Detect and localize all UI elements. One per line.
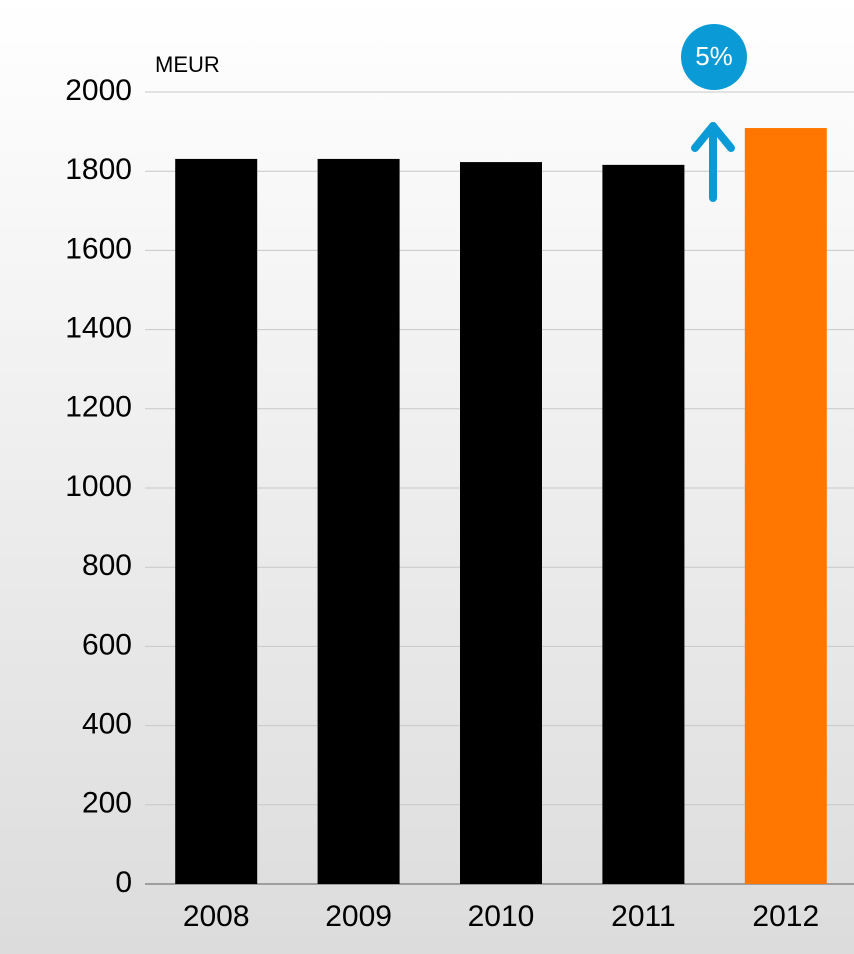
annotation-text: 5% <box>695 41 733 71</box>
x-tick-label: 2011 <box>611 900 676 933</box>
x-tick-label: 2012 <box>752 900 819 933</box>
bar <box>317 158 400 884</box>
unit-label: MEUR <box>155 52 220 77</box>
y-tick-label: 1800 <box>65 153 132 186</box>
y-tick-label: 1000 <box>65 470 132 503</box>
y-tick-label: 1600 <box>65 232 132 265</box>
x-tick-label: 2008 <box>183 900 250 933</box>
y-tick-label: 800 <box>82 549 132 582</box>
x-tick-label: 2010 <box>468 900 535 933</box>
y-tick-label: 1200 <box>65 391 132 424</box>
y-tick-label: 200 <box>82 787 132 820</box>
bar <box>460 162 542 885</box>
y-tick-label: 400 <box>82 708 132 741</box>
annotation-arrowhead <box>691 122 735 152</box>
bar <box>744 128 827 884</box>
bar <box>175 158 258 884</box>
annotation-badge <box>681 24 747 90</box>
y-tick-label: 1400 <box>65 312 132 345</box>
y-tick-label: 600 <box>82 628 132 661</box>
y-tick-label: 0 <box>115 866 132 899</box>
x-tick-label: 2009 <box>325 900 392 933</box>
y-tick-label: 2000 <box>65 74 132 107</box>
bar <box>602 164 685 884</box>
